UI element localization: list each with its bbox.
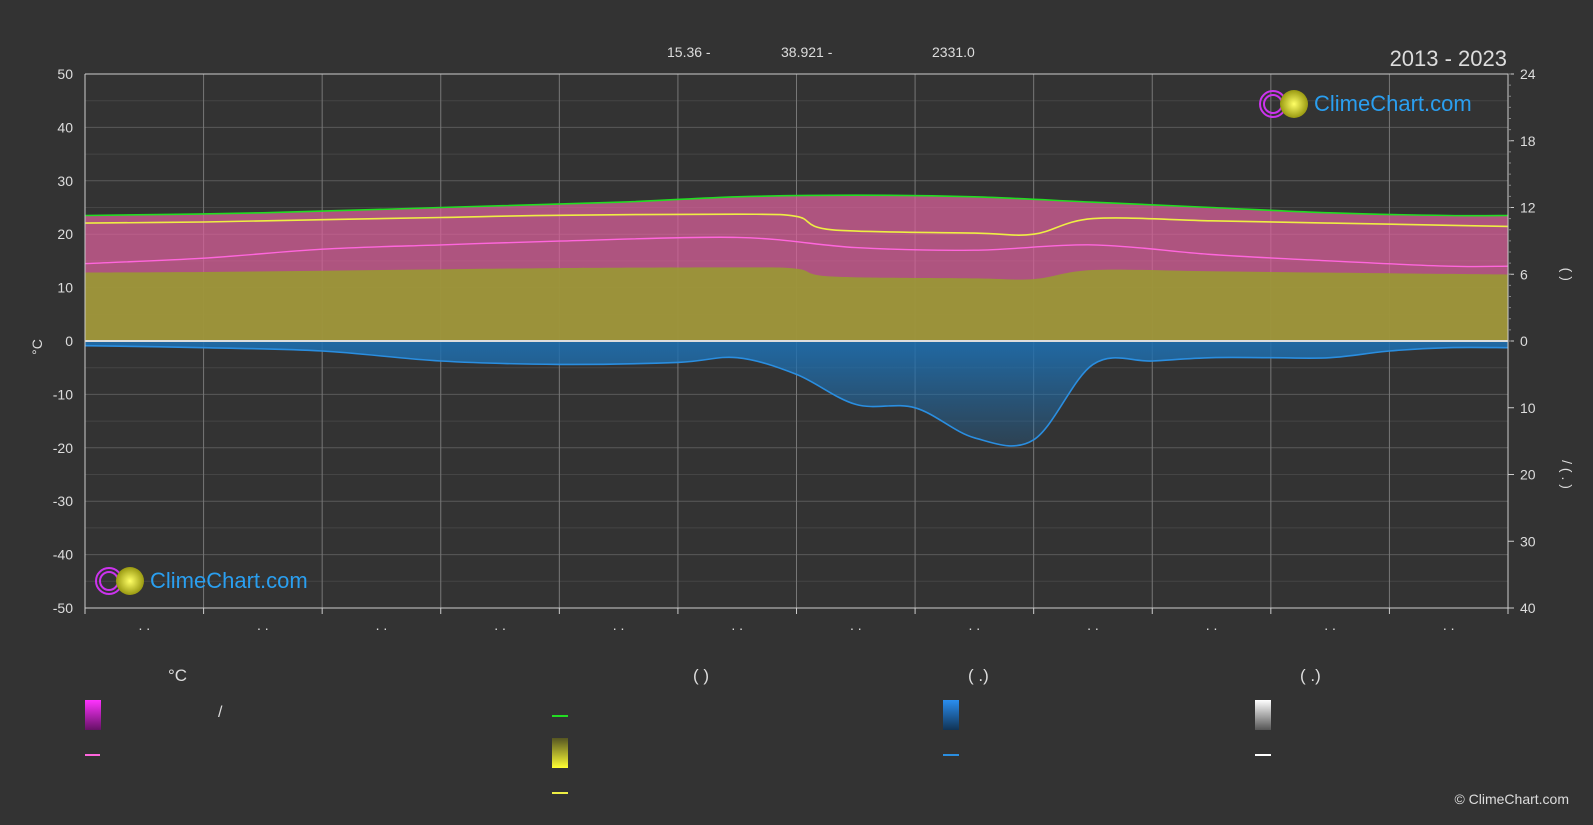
area-fills: [85, 195, 1508, 446]
x-tick-label: . .: [1087, 617, 1099, 633]
left-tick-label: 10: [57, 280, 73, 296]
x-tick-label: . .: [969, 617, 981, 633]
x-tick-label: . .: [138, 617, 150, 633]
legend-swatch-snow: [1255, 700, 1271, 730]
legend-slash: /: [218, 704, 223, 721]
x-tick-label: . .: [1206, 617, 1218, 633]
right-top-tick-label: 12: [1520, 200, 1536, 216]
left-tick-label: -20: [53, 440, 73, 456]
left-axis-label: °C: [29, 339, 45, 355]
left-tick-label: -30: [53, 493, 73, 509]
header-stat-3: 2331.0: [932, 44, 975, 60]
series-lines: [84, 194, 1509, 447]
precipitation-fill: [85, 341, 1508, 446]
left-tick-label: 40: [57, 119, 73, 135]
sunshine-line: [84, 213, 1509, 236]
x-tick-label: . .: [376, 617, 388, 633]
header-stat-1: 15.36 -: [667, 44, 711, 60]
precipitation-line: [84, 344, 1509, 447]
logo-text: ClimeChart.com: [1314, 91, 1472, 116]
left-tick-label: 50: [57, 66, 73, 82]
x-tick-label: . .: [1443, 617, 1455, 633]
climechart-logo-icon: [1259, 90, 1308, 118]
right-top-tick-label: 24: [1520, 66, 1536, 82]
left-tick-label: -40: [53, 547, 73, 563]
right-bottom-tick-label: 20: [1520, 467, 1536, 483]
legend-swatch-daily-range: [85, 700, 101, 730]
right-top-axis-label: ( ): [1559, 268, 1575, 281]
left-tick-label: 0: [65, 333, 73, 349]
sunshine-fill: [85, 267, 1508, 341]
right-top-tick-label: 18: [1520, 133, 1536, 149]
copyright: © ClimeChart.com: [1454, 791, 1569, 807]
axes: 50 40 30 20 10 0 -10 -20 -30 -40 -50 °C 24 18 12 6 0 10 20…: [29, 66, 1575, 633]
legend-title-snow: ( .): [1300, 666, 1321, 685]
right-bottom-tick-label: 30: [1520, 533, 1536, 549]
x-tick-label: . .: [1324, 617, 1336, 633]
left-tick-label: 30: [57, 173, 73, 189]
mean-temp-line: [84, 236, 1509, 268]
period-label: 2013 - 2023: [1389, 46, 1507, 71]
logo-text: ClimeChart.com: [150, 568, 308, 593]
x-tick-label: . .: [731, 617, 743, 633]
right-top-tick-label: 0: [1520, 333, 1528, 349]
x-tick-label: . .: [850, 617, 862, 633]
legend-title-rain: ( .): [968, 666, 989, 685]
right-bottom-tick-label: 40: [1520, 600, 1536, 616]
right-bottom-tick-label: 10: [1520, 400, 1536, 416]
x-tick-label: . .: [613, 617, 625, 633]
header-stat-2: 38.921 -: [781, 44, 833, 60]
left-tick-label: -50: [53, 600, 73, 616]
left-tick-label: 20: [57, 226, 73, 242]
left-tick-label: -10: [53, 386, 73, 402]
climechart-logo-icon: [95, 567, 144, 595]
legend-swatch-rain: [943, 700, 959, 730]
logo-top[interactable]: ClimeChart.com: [1258, 88, 1472, 120]
max-temp-line: [84, 194, 1509, 217]
x-tick-label: . .: [257, 617, 269, 633]
logo-bottom[interactable]: ClimeChart.com: [94, 565, 308, 597]
legend-title-sunshine: ( ): [693, 666, 710, 685]
x-tick-label: . .: [494, 617, 506, 633]
legend-symbols: [85, 700, 1271, 794]
right-top-tick-label: 6: [1520, 266, 1528, 282]
right-bottom-axis-label: / ( . ): [1559, 460, 1575, 489]
legend-swatch-sunshine: [552, 738, 568, 768]
legend-title-temperature: °C: [168, 666, 188, 685]
